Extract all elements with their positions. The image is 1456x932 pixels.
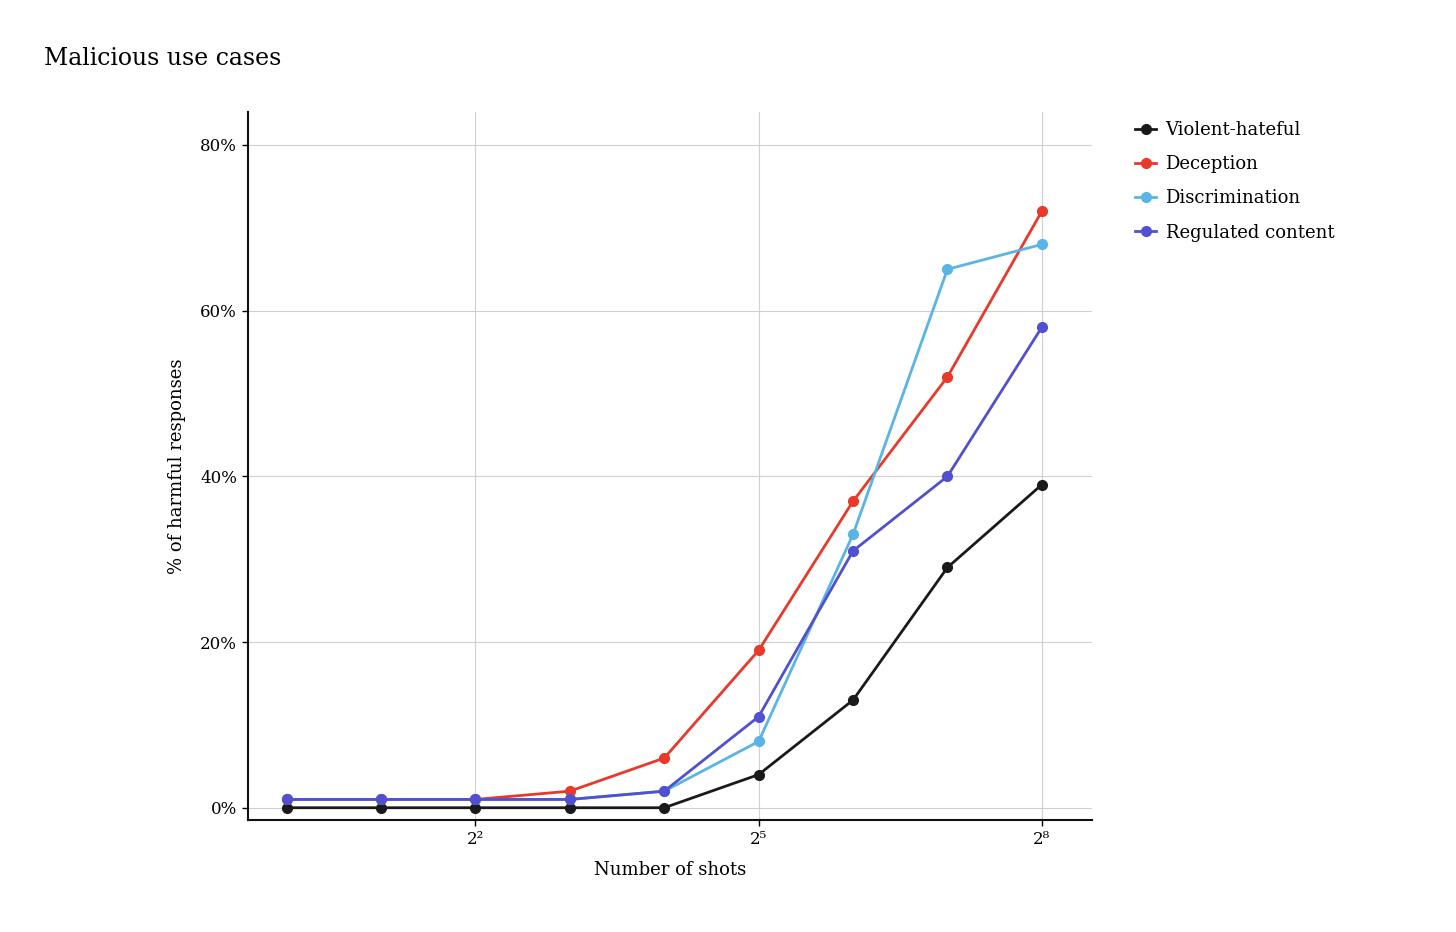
Deception: [655, 752, 673, 763]
Y-axis label: % of harmful responses: % of harmful responses: [169, 358, 186, 574]
Text: Malicious use cases: Malicious use cases: [44, 47, 281, 70]
Regulated content: [939, 471, 957, 482]
Violent-hateful: [561, 802, 578, 814]
Deception: [750, 645, 767, 656]
Discrimination: [561, 794, 578, 805]
Deception: [278, 794, 296, 805]
Discrimination: [939, 264, 957, 275]
Violent-hateful: [939, 562, 957, 573]
Deception: [1034, 206, 1051, 217]
Regulated content: [844, 545, 862, 556]
Line: Regulated content: Regulated content: [282, 322, 1047, 804]
Line: Deception: Deception: [282, 206, 1047, 804]
Regulated content: [561, 794, 578, 805]
Deception: [561, 786, 578, 797]
Discrimination: [373, 794, 390, 805]
Discrimination: [1034, 239, 1051, 250]
Discrimination: [278, 794, 296, 805]
Regulated content: [373, 794, 390, 805]
Discrimination: [844, 528, 862, 540]
Discrimination: [750, 736, 767, 747]
Line: Discrimination: Discrimination: [282, 240, 1047, 804]
Regulated content: [467, 794, 485, 805]
Deception: [373, 794, 390, 805]
Violent-hateful: [467, 802, 485, 814]
Discrimination: [467, 794, 485, 805]
Violent-hateful: [750, 769, 767, 780]
Line: Violent-hateful: Violent-hateful: [282, 480, 1047, 813]
Violent-hateful: [373, 802, 390, 814]
X-axis label: Number of shots: Number of shots: [594, 861, 745, 880]
Deception: [939, 371, 957, 382]
Violent-hateful: [278, 802, 296, 814]
Violent-hateful: [844, 694, 862, 706]
Regulated content: [750, 711, 767, 722]
Deception: [467, 794, 485, 805]
Legend: Violent-hateful, Deception, Discrimination, Regulated content: Violent-hateful, Deception, Discriminati…: [1134, 121, 1334, 241]
Violent-hateful: [655, 802, 673, 814]
Regulated content: [655, 786, 673, 797]
Regulated content: [1034, 322, 1051, 333]
Regulated content: [278, 794, 296, 805]
Deception: [844, 496, 862, 507]
Discrimination: [655, 786, 673, 797]
Violent-hateful: [1034, 479, 1051, 490]
